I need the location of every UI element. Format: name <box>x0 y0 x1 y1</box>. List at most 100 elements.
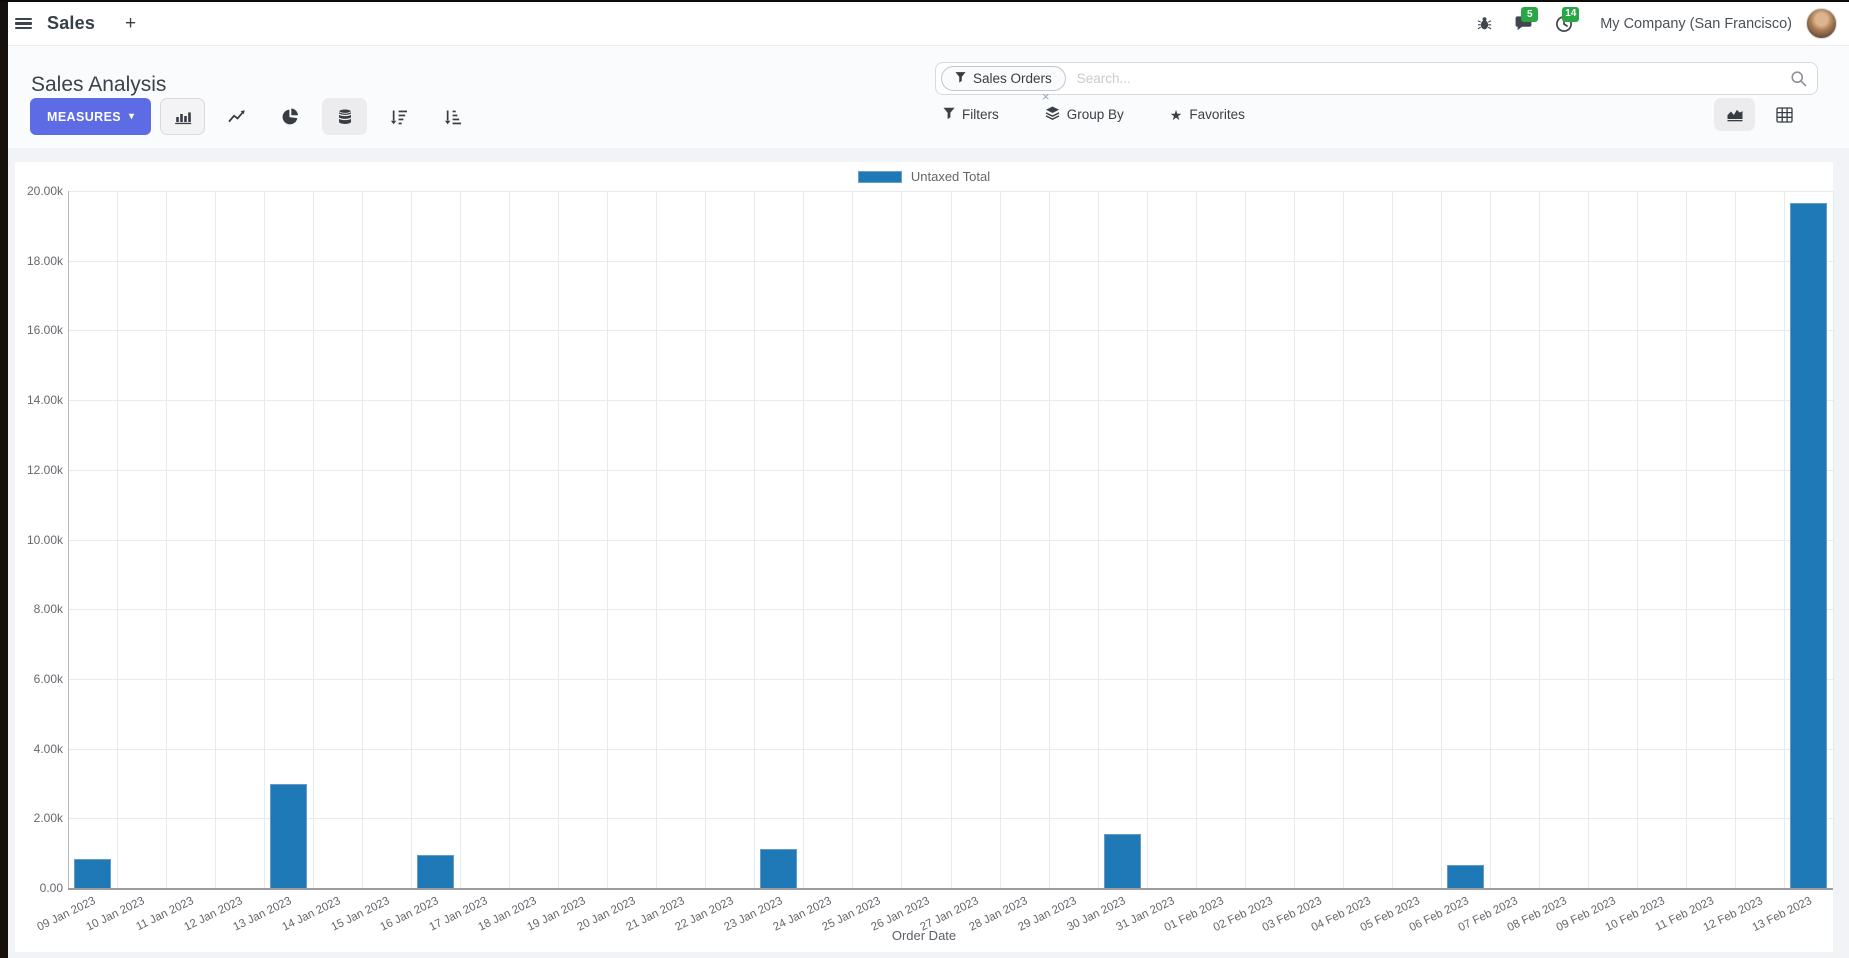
v-gridline <box>1783 191 1785 888</box>
filter-funnel-icon <box>943 107 955 122</box>
user-avatar[interactable] <box>1806 8 1837 39</box>
v-gridline <box>117 191 119 888</box>
activities-clock-icon[interactable]: 14 <box>1544 6 1584 33</box>
y-tick-label: 0.00 <box>39 881 63 895</box>
bar[interactable] <box>1446 864 1484 888</box>
y-tick-label: 18.00k <box>26 253 63 268</box>
new-tab-plus-icon[interactable]: + <box>125 12 137 34</box>
v-gridline <box>950 191 952 888</box>
facet-remove-icon[interactable]: × <box>1042 89 1050 104</box>
y-tick-label: 2.00k <box>33 811 63 826</box>
filters-button[interactable]: Filters <box>943 107 999 122</box>
sort-ascending-button[interactable] <box>430 98 475 135</box>
v-gridline <box>754 191 756 888</box>
v-gridline <box>1048 191 1050 888</box>
navbar: Sales + 5 14 My Company (San Francisco) <box>0 2 1849 46</box>
measures-button[interactable]: MEASURES ▾ <box>30 98 152 135</box>
page-title: Sales Analysis <box>31 73 167 97</box>
v-gridline <box>1538 191 1540 888</box>
view-switcher-pivot[interactable] <box>1764 98 1805 131</box>
debug-bug-icon[interactable] <box>1466 16 1503 31</box>
v-gridline <box>1342 191 1344 888</box>
screen-edge-top <box>0 0 1849 2</box>
v-gridline <box>1097 191 1099 888</box>
x-axis-title: Order Date <box>891 928 957 943</box>
sort-descending-icon <box>390 109 408 125</box>
star-icon: ★ <box>1169 106 1183 123</box>
layers-icon <box>1045 106 1060 123</box>
v-gridline <box>1636 191 1638 888</box>
messages-count-badge: 5 <box>1521 7 1539 22</box>
bar[interactable] <box>1789 203 1827 888</box>
stacked-toggle-button[interactable] <box>322 98 368 135</box>
line-chart-button[interactable] <box>214 98 259 135</box>
bar[interactable] <box>417 854 455 888</box>
plot-area <box>68 191 1834 890</box>
legend-swatch <box>857 170 902 183</box>
filter-funnel-icon <box>955 71 966 86</box>
y-tick-label: 20.00k <box>26 184 63 198</box>
v-gridline <box>411 191 413 888</box>
v-gridline <box>1391 191 1393 888</box>
search-input[interactable] <box>1074 70 1790 87</box>
v-gridline <box>1146 191 1148 888</box>
legend-item[interactable]: Untaxed Total <box>857 162 991 184</box>
v-gridline <box>1587 191 1589 888</box>
v-gridline <box>1244 191 1246 888</box>
bar-chart-icon <box>174 109 192 125</box>
graph-view: Untaxed Total 0.00 2.00k 4.00k 6.00k 8.00k 10… <box>15 162 1834 952</box>
screen-edge-left <box>0 0 8 958</box>
search-icon[interactable] <box>1790 70 1807 87</box>
view-switcher-graph[interactable] <box>1714 98 1755 131</box>
v-gridline <box>901 191 903 888</box>
line-chart-icon <box>228 109 246 124</box>
bar-chart-button[interactable] <box>160 98 206 135</box>
sort-descending-button[interactable] <box>376 98 421 135</box>
group-by-button[interactable]: Group By <box>1045 106 1124 123</box>
v-gridline <box>460 191 462 888</box>
bar[interactable] <box>760 848 798 888</box>
search-bar[interactable]: Sales Orders × <box>935 62 1818 103</box>
area-chart-icon <box>1726 107 1744 122</box>
control-panel: Sales Analysis MEASURES ▾ <box>0 46 1849 148</box>
messages-icon[interactable]: 5 <box>1503 7 1544 32</box>
v-gridline <box>1685 191 1687 888</box>
v-gridline <box>215 191 217 888</box>
v-gridline <box>558 191 560 888</box>
y-tick-label: 8.00k <box>33 602 63 617</box>
x-axis-line <box>68 888 1833 890</box>
legend-label: Untaxed Total <box>910 169 991 184</box>
app-title[interactable]: Sales <box>47 13 96 33</box>
v-gridline <box>509 191 511 888</box>
v-gridline <box>166 191 168 888</box>
v-gridline <box>1293 191 1295 888</box>
v-gridline <box>1195 191 1197 888</box>
v-gridline <box>362 191 364 888</box>
v-gridline <box>656 191 658 888</box>
v-gridline <box>264 191 266 888</box>
v-gridline <box>1489 191 1491 888</box>
database-stack-icon <box>337 108 353 125</box>
company-switcher[interactable]: My Company (San Francisco) <box>1600 15 1792 32</box>
v-gridline <box>803 191 805 888</box>
v-gridline <box>852 191 854 888</box>
v-gridline <box>607 191 609 888</box>
activities-count-badge: 14 <box>1562 6 1580 22</box>
pie-chart-button[interactable] <box>268 98 313 135</box>
apps-menu-icon[interactable] <box>15 17 32 30</box>
favorites-button[interactable]: ★ Favorites <box>1169 106 1245 123</box>
bar[interactable] <box>270 784 308 888</box>
chevron-down-icon: ▾ <box>129 111 135 122</box>
bar[interactable] <box>74 859 111 888</box>
pie-chart-icon <box>282 108 299 125</box>
y-tick-label: 10.00k <box>26 532 63 547</box>
y-tick-label: 16.00k <box>26 323 63 338</box>
v-gridline <box>1440 191 1442 888</box>
bar[interactable] <box>1103 833 1141 888</box>
pivot-table-icon <box>1776 106 1793 123</box>
v-gridline <box>313 191 315 888</box>
search-facet-sales-orders[interactable]: Sales Orders <box>941 66 1066 91</box>
y-tick-label: 14.00k <box>26 393 63 408</box>
v-gridline <box>1734 191 1736 888</box>
v-gridline <box>705 191 707 888</box>
